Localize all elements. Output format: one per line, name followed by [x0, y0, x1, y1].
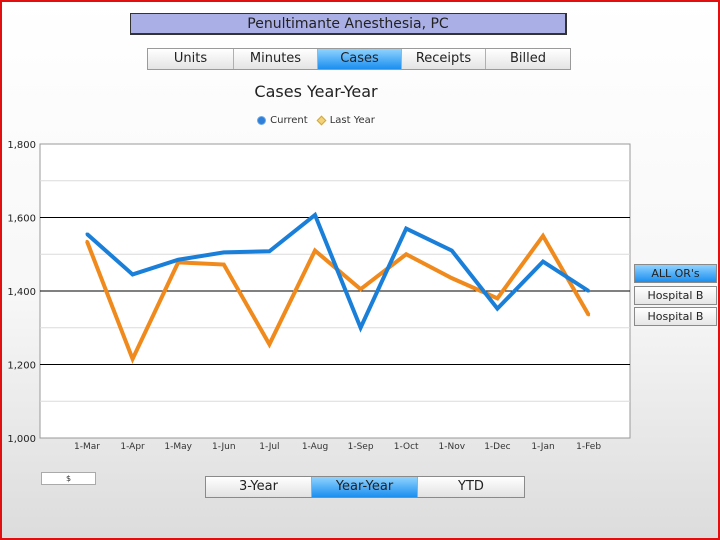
- y-tick-label: 1,000: [7, 434, 36, 445]
- data-point-last-year: [359, 287, 363, 291]
- x-tick-label: 1-Dec: [484, 442, 510, 452]
- tab-minutes[interactable]: Minutes: [234, 49, 318, 69]
- period-tabs: 3-Year Year-Year YTD: [205, 476, 525, 498]
- x-tick-label: 1-Aug: [302, 442, 328, 452]
- y-tick-label: 1,200: [7, 361, 36, 372]
- x-tick-label: 1-Nov: [439, 442, 466, 452]
- x-tick-label: 1-Jun: [212, 442, 236, 452]
- data-point-last-year: [587, 313, 591, 317]
- y-tick-label: 1,800: [7, 140, 36, 151]
- legend-current-marker: [257, 116, 267, 125]
- tab-ytd[interactable]: YTD: [418, 477, 524, 497]
- data-point-last-year: [313, 249, 317, 253]
- data-point-current: [313, 213, 317, 217]
- side-button-hospital-b-1[interactable]: Hospital B: [634, 286, 717, 305]
- data-point-last-year: [404, 252, 408, 256]
- x-tick-label: 1-Sep: [348, 442, 374, 452]
- data-point-last-year: [267, 342, 271, 346]
- legend-current-label: Current: [270, 115, 308, 126]
- tab-units[interactable]: Units: [148, 49, 234, 69]
- series-line-current: [85, 211, 590, 333]
- x-tick-label: 1-Apr: [120, 442, 145, 452]
- page-title: Penultimante Anesthesia, PC: [130, 13, 567, 35]
- data-point-current: [541, 260, 545, 264]
- x-tick-label: 1-May: [164, 442, 192, 452]
- side-button-hospital-b-2[interactable]: Hospital B: [634, 307, 717, 326]
- data-point-current: [85, 232, 89, 236]
- data-point-last-year: [450, 276, 454, 280]
- x-tick-label: 1-Jan: [531, 442, 554, 452]
- y-tick-label: 1,400: [7, 287, 36, 298]
- metric-tabs: Units Minutes Cases Receipts Billed: [147, 48, 571, 70]
- data-point-current: [267, 249, 271, 253]
- data-point-current: [131, 272, 135, 276]
- data-point-last-year: [495, 296, 499, 300]
- tab-billed[interactable]: Billed: [486, 49, 570, 69]
- legend-last-year-label: Last Year: [329, 115, 375, 126]
- data-point-current: [450, 249, 454, 253]
- data-point-current: [359, 326, 363, 330]
- x-tick-label: 1-Feb: [576, 442, 601, 452]
- data-point-current: [176, 258, 180, 262]
- x-tick-label: 1-Jul: [259, 442, 279, 452]
- data-point-last-year: [222, 263, 226, 267]
- data-point-last-year: [541, 234, 545, 238]
- chart-legend: Current Last Year: [0, 115, 632, 127]
- tab-cases[interactable]: Cases: [318, 49, 402, 69]
- x-tick-label: 1-Oct: [394, 442, 419, 452]
- y-tick-label: 1,600: [7, 214, 36, 225]
- tab-year-year[interactable]: Year-Year: [312, 477, 418, 497]
- data-point-current: [404, 227, 408, 231]
- chart-title: Cases Year-Year: [254, 82, 378, 101]
- data-point-current: [495, 307, 499, 311]
- data-point-current: [587, 289, 591, 293]
- data-point-last-year: [131, 357, 135, 361]
- x-tick-label: 1-Mar: [74, 442, 100, 452]
- data-point-current: [222, 250, 226, 254]
- small-value-box[interactable]: $: [41, 472, 96, 485]
- tab-receipts[interactable]: Receipts: [402, 49, 486, 69]
- data-point-last-year: [85, 239, 89, 243]
- side-button-all-ors[interactable]: ALL OR's: [634, 264, 717, 283]
- tab-3-year[interactable]: 3-Year: [206, 477, 312, 497]
